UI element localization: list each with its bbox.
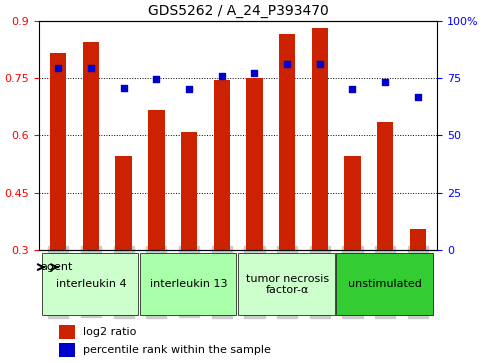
FancyBboxPatch shape [42,253,138,315]
Text: agent: agent [40,262,72,272]
Bar [58,325,74,339]
Bar [246,78,263,250]
Bar [410,229,426,250]
Text: percentile rank within the sample: percentile rank within the sample [83,345,270,355]
Bar [148,110,165,250]
Point [251,70,258,76]
Text: unstimulated: unstimulated [348,279,422,289]
Text: tumor necrosis
factor-α: tumor necrosis factor-α [245,273,328,295]
Text: log2 ratio: log2 ratio [83,327,136,337]
Bar [115,156,132,250]
Title: GDS5262 / A_24_P393470: GDS5262 / A_24_P393470 [148,4,328,18]
Point [87,65,95,70]
Point [283,61,291,67]
Bar [344,156,361,250]
Bar [312,28,328,250]
Point [414,94,422,100]
Point [218,73,226,78]
Text: interleukin 4: interleukin 4 [56,279,126,289]
Point [153,76,160,82]
Point [55,65,62,70]
Point [316,61,324,67]
Bar [181,132,197,250]
Text: interleukin 13: interleukin 13 [150,279,228,289]
Bar [83,42,99,250]
Bar [58,343,74,357]
FancyBboxPatch shape [140,253,236,315]
FancyBboxPatch shape [238,253,335,315]
Bar [377,122,393,250]
Bar [50,53,67,250]
FancyBboxPatch shape [336,253,433,315]
Point [381,79,389,85]
Point [349,86,356,92]
Bar [279,34,295,250]
Point [120,85,128,91]
Bar [213,80,230,250]
Point [185,86,193,92]
